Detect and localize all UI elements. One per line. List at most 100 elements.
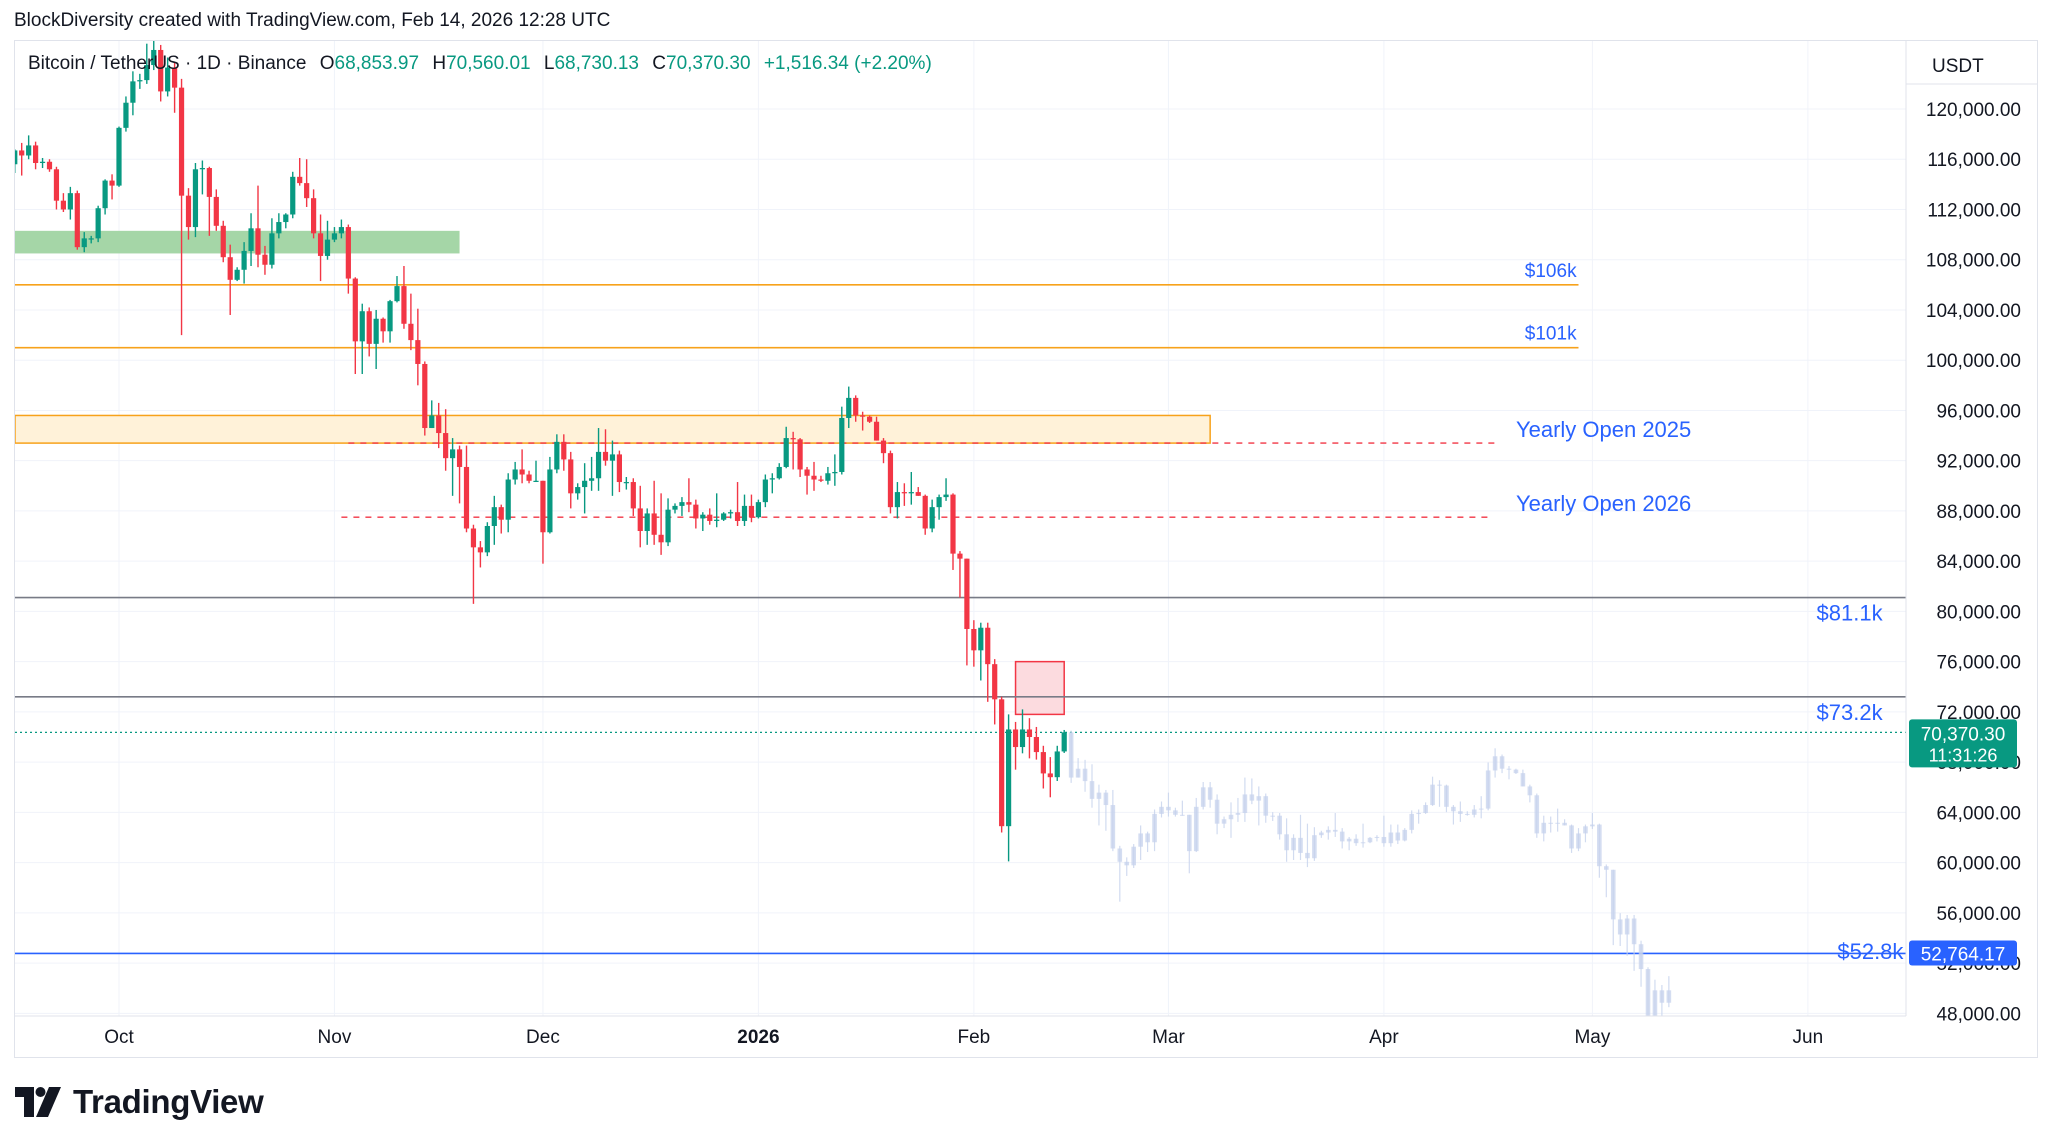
- candle-body: [95, 208, 101, 239]
- candle-body: [1026, 729, 1033, 737]
- candle-body: [873, 421, 880, 441]
- projection-bar: [1096, 792, 1102, 799]
- last-price-badge: [1909, 719, 2017, 768]
- projection-bar: [1458, 811, 1463, 814]
- projection-bar: [1228, 814, 1234, 820]
- candle-body: [999, 699, 1005, 827]
- currency-label: USDT: [1932, 56, 1984, 77]
- candle-body: [651, 513, 657, 535]
- candle-body: [846, 397, 852, 418]
- candle-body: [429, 415, 435, 429]
- candle-body: [568, 459, 574, 494]
- candle-body: [1061, 732, 1067, 752]
- candle-body: [908, 492, 914, 494]
- projection-bar: [1562, 822, 1567, 826]
- candle-body: [609, 454, 616, 461]
- candle-body: [401, 286, 407, 324]
- projection-bar: [1166, 806, 1171, 811]
- candle-body: [832, 471, 838, 474]
- projection-bar: [1652, 990, 1658, 1016]
- candle-body: [929, 507, 935, 529]
- candle-body: [311, 198, 317, 234]
- brand-name: TradingView: [73, 1083, 264, 1120]
- projection-bar: [1221, 819, 1227, 824]
- low-label: L: [543, 53, 555, 74]
- projection-bar: [1284, 834, 1289, 851]
- candle-body: [88, 238, 94, 240]
- projection-bar: [1291, 837, 1296, 851]
- brand-logo[interactable]: TradingView: [15, 1083, 264, 1120]
- candle-body: [700, 514, 706, 519]
- projection-bar: [1610, 869, 1616, 920]
- candle-body: [67, 193, 73, 210]
- level-label: $81.1k: [1817, 601, 1884, 626]
- open-value: 68,853.97: [334, 53, 420, 74]
- yearly-open-label: Yearly Open 2026: [1516, 491, 1691, 516]
- symbol-name: Bitcoin / TetherUS · 1D · Binance: [28, 53, 307, 74]
- candle-body: [728, 512, 734, 514]
- projection-bar: [1082, 768, 1088, 782]
- candle-body: [901, 492, 907, 494]
- x-tick-label: Dec: [526, 1027, 560, 1048]
- candle-body: [783, 438, 789, 467]
- candle-body: [540, 480, 546, 533]
- candle-body: [630, 482, 636, 509]
- candle-body: [1019, 729, 1026, 748]
- projection-bar: [1465, 813, 1470, 815]
- candle-body: [415, 340, 421, 364]
- projection-bar: [1124, 861, 1130, 866]
- candle-body: [15, 150, 18, 165]
- projection-bar: [1444, 785, 1449, 807]
- projection-bar: [1235, 813, 1241, 815]
- projection-bar: [1263, 796, 1269, 816]
- candle-body: [137, 80, 143, 82]
- projection-bar: [1583, 826, 1588, 834]
- bar-countdown: 11:31:26: [1929, 745, 1998, 765]
- candle-body: [589, 478, 595, 481]
- chart-frame[interactable]: [14, 40, 2038, 1058]
- projection-bar: [1103, 792, 1109, 806]
- projection-bar: [1617, 919, 1623, 935]
- projection-bar: [1187, 814, 1192, 852]
- candle-body: [158, 49, 164, 92]
- projection-bar: [1214, 799, 1220, 824]
- candle-body: [269, 233, 275, 265]
- candle-body: [144, 65, 150, 81]
- candle-body: [255, 228, 261, 255]
- projection-bar: [1624, 918, 1630, 935]
- candle-body: [686, 502, 692, 505]
- candle-body: [491, 507, 497, 526]
- candle-body: [616, 454, 622, 483]
- chart-caption: BlockDiversity created with TradingView.…: [14, 10, 611, 31]
- candle-body: [936, 497, 942, 508]
- candle-body: [797, 439, 803, 470]
- candle-body: [234, 269, 240, 280]
- projection-bar: [1416, 813, 1421, 815]
- x-tick-label: 2026: [737, 1027, 779, 1048]
- candle-body: [644, 513, 650, 532]
- projection-bar: [1638, 944, 1644, 970]
- candle-body: [297, 176, 303, 184]
- x-tick-label: Feb: [957, 1027, 990, 1048]
- candle-body: [213, 196, 219, 226]
- projection-bar: [1319, 832, 1324, 836]
- candle-body: [679, 502, 685, 506]
- x-tick-label: May: [1574, 1027, 1610, 1048]
- projection-bar: [1555, 822, 1560, 824]
- candle-body: [241, 250, 247, 270]
- candle-body: [199, 168, 205, 170]
- candle-body: [192, 169, 199, 228]
- candle-body: [762, 479, 768, 503]
- candle-body: [714, 519, 720, 521]
- candle-body: [602, 451, 609, 461]
- candle-body: [498, 507, 504, 520]
- y-tick-label: 88,000.00: [1936, 502, 2021, 523]
- projection-bar: [1200, 787, 1206, 807]
- candle-body: [60, 200, 66, 210]
- candle-body: [790, 438, 796, 440]
- tradingview-logo-icon: [15, 1087, 61, 1117]
- candle-body: [283, 214, 289, 223]
- projection-bar: [1569, 825, 1574, 849]
- candle-body: [707, 514, 713, 521]
